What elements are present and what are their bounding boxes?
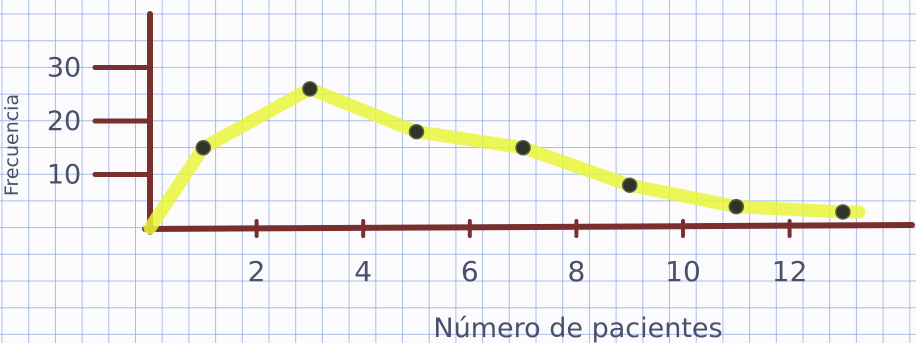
x-tick-label-2: 2 [248,255,266,288]
labels-layer: Número de pacientes Frecuencia [1,94,723,343]
x-tick-label-10: 10 [665,255,701,288]
x-axis-line [142,222,915,232]
data-point-9 [621,177,638,193]
y-tick-label-10: 10 [47,160,81,191]
x-tick-label-4: 4 [354,255,372,288]
data-point-13 [835,204,851,220]
data-point-5 [408,123,425,140]
x-tick-label-8: 8 [567,255,585,288]
y-axis-label: Frecuencia [1,94,23,196]
data-point-3 [302,81,318,97]
series-layer [143,81,866,235]
data-point-11 [728,198,745,215]
axes: 2 4 6 8 10 12 10 20 30 [47,11,915,288]
x-tick-label-12: 12 [772,255,808,288]
y-tick-label-30: 30 [47,53,81,84]
x-axis-label: Número de pacientes [433,313,722,343]
data-point-1 [195,140,212,156]
data-point-7 [515,140,531,156]
y-tick-label-20: 20 [47,106,81,137]
series-line [143,82,866,235]
x-tick-label-6: 6 [461,255,479,288]
